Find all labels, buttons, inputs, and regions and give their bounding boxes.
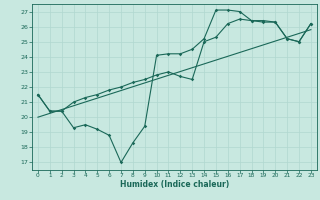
X-axis label: Humidex (Indice chaleur): Humidex (Indice chaleur) xyxy=(120,180,229,189)
